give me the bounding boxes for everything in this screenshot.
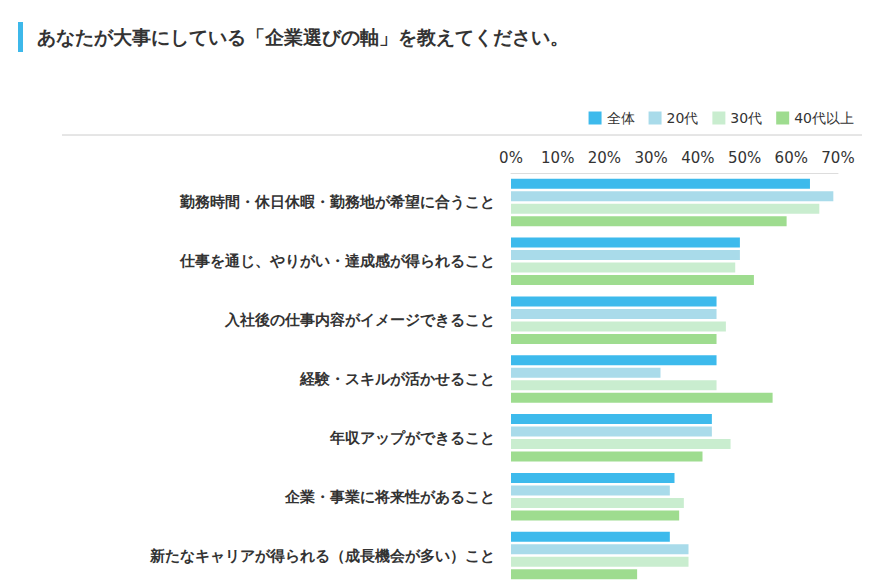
svg-text:0%: 0% <box>499 149 523 167</box>
svg-text:仕事を通じ、やりがい・達成感が得られること: 仕事を通じ、やりがい・達成感が得られること <box>179 252 495 270</box>
svg-text:60%: 60% <box>775 149 808 167</box>
svg-text:70%: 70% <box>821 149 854 167</box>
svg-text:40代以上: 40代以上 <box>794 110 854 126</box>
svg-text:勤務時間・休日休暇・勤務地が希望に合うこと: 勤務時間・休日休暇・勤務地が希望に合うこと <box>179 193 495 211</box>
svg-text:30代: 30代 <box>730 110 762 126</box>
svg-text:20代: 20代 <box>667 110 699 126</box>
svg-text:企業・事業に将来性があること: 企業・事業に将来性があること <box>284 488 495 506</box>
svg-text:40%: 40% <box>681 149 714 167</box>
svg-text:全体: 全体 <box>607 110 635 126</box>
html-text:あなたが大事にしている「企業選びの軸」を教えてください。: あなたが大事にしている「企業選びの軸」を教えてください。 <box>37 26 569 48</box>
svg-text:50%: 50% <box>728 149 761 167</box>
svg-text:入社後の仕事内容がイメージできること: 入社後の仕事内容がイメージできること <box>224 311 495 329</box>
svg-text:20%: 20% <box>588 149 621 167</box>
svg-text:10%: 10% <box>541 149 574 167</box>
svg-text:年収アップができること: 年収アップができること <box>329 429 495 447</box>
svg-text:新たなキャリアが得られる（成長機会が多い）こと: 新たなキャリアが得られる（成長機会が多い）こと <box>149 547 495 565</box>
svg-text:30%: 30% <box>634 149 667 167</box>
svg-text:経験・スキルが活かせること: 経験・スキルが活かせること <box>299 370 495 388</box>
